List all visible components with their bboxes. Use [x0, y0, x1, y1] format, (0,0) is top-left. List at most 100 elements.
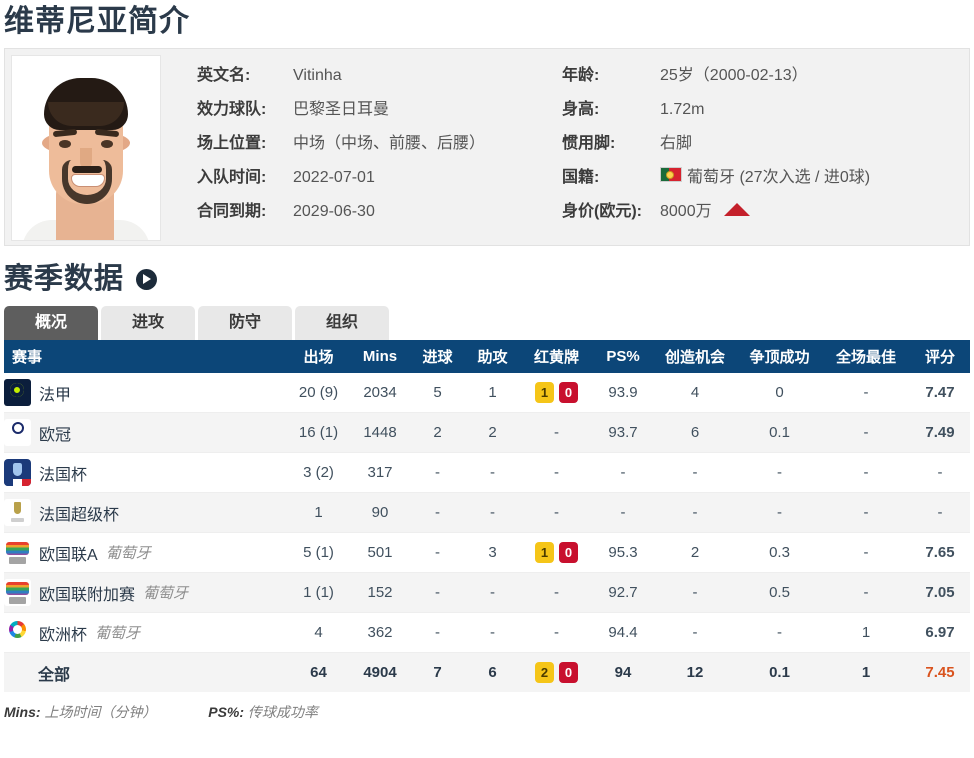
stats-tabs[interactable]: 概况 进攻 防守 组织	[0, 306, 974, 340]
label-position: 场上位置:	[197, 135, 267, 152]
profile-info: 英文名: Vitinha 效力球队: 巴黎圣日耳曼 场上位置: 中场（中场、前腰…	[169, 49, 969, 231]
cell-goals: -	[410, 572, 465, 613]
cell-apps: 1 (1)	[287, 572, 350, 613]
cell-pass-success: 95.3	[593, 532, 653, 573]
cell-assists: 6	[465, 652, 520, 692]
cell-man-of-match: 1	[822, 612, 910, 653]
cell-man-of-match: -	[822, 412, 910, 453]
cell-rating: 6.97	[910, 612, 970, 653]
competition-name[interactable]: 法国超级杯	[39, 506, 120, 524]
tab-organization[interactable]: 组织	[295, 306, 389, 340]
footnote-mins-desc: 上场时间（分钟）	[44, 704, 157, 720]
footnote-mins-key: Mins:	[4, 704, 41, 720]
cell-man-of-match: -	[822, 373, 910, 413]
badge-ucl-icon	[4, 419, 31, 446]
header-rating[interactable]: 评分	[910, 340, 970, 373]
badge-euro-icon	[4, 619, 31, 646]
portrait-graphic	[12, 56, 160, 240]
header-pass-success[interactable]: PS%	[593, 340, 653, 373]
cell-aerials-won: 0.5	[737, 572, 822, 613]
cell-chances-created: 2	[653, 532, 737, 573]
cell-chances-created: 4	[653, 373, 737, 413]
cell-aerials-won: 0.3	[737, 532, 822, 573]
cell-mins: 362	[350, 612, 410, 653]
cell-goals: 7	[410, 652, 465, 692]
cell-mins: 501	[350, 532, 410, 573]
header-aerials-won[interactable]: 争顶成功	[737, 340, 822, 373]
cell-goals: -	[410, 612, 465, 653]
header-apps[interactable]: 出场	[287, 340, 350, 373]
label-joined: 入队时间:	[197, 169, 267, 186]
header-chances-created[interactable]: 创造机会	[653, 340, 737, 373]
competition-name[interactable]: 法国杯	[39, 466, 88, 484]
cell-aerials-won: -	[737, 492, 822, 533]
value-club: 巴黎圣日耳曼	[293, 101, 390, 118]
label-height: 身高:	[562, 101, 600, 118]
competition-name[interactable]: 欧洲杯	[39, 626, 88, 644]
profile-row-age: 年龄: 25岁（2000-02-13）	[562, 61, 969, 95]
competition-name[interactable]: 欧国联A	[39, 546, 98, 564]
header-mins[interactable]: Mins	[350, 340, 410, 373]
header-man-of-match[interactable]: 全场最佳	[822, 340, 910, 373]
profile-row-club: 效力球队: 巴黎圣日耳曼	[197, 95, 552, 129]
tab-defense[interactable]: 防守	[198, 306, 292, 340]
cell-assists: 1	[465, 373, 520, 413]
label-nationality: 国籍:	[562, 169, 600, 186]
competition-name[interactable]: 欧冠	[39, 426, 72, 444]
cell-apps: 20 (9)	[287, 373, 350, 413]
profile-row-nationality: 国籍: 葡萄牙 (27次入选 / 进0球)	[562, 163, 969, 197]
arrow-right-circle-icon[interactable]	[136, 268, 158, 290]
table-row: 法国杯 3 (2) 317- - - - - - - -	[4, 452, 970, 493]
cell-rating: 7.47	[910, 373, 970, 413]
cell-apps: 3 (2)	[287, 452, 350, 493]
cell-chances-created: -	[653, 612, 737, 653]
cell-chances-created: 12	[653, 652, 737, 692]
label-contract-expiry: 合同到期:	[197, 203, 267, 220]
label-club: 效力球队:	[197, 101, 267, 118]
header-goals[interactable]: 进球	[410, 340, 465, 373]
competition-name[interactable]: 法甲	[39, 386, 72, 404]
table-row: 法国超级杯 1 90- - - - - - - -	[4, 492, 970, 533]
cell-pass-success: 94	[593, 652, 653, 692]
cell-apps: 5 (1)	[287, 532, 350, 573]
cell-competition: 欧冠	[4, 412, 287, 453]
tab-attack[interactable]: 进攻	[101, 306, 195, 340]
header-cards[interactable]: 红黄牌	[520, 340, 593, 373]
season-data-header: 赛季数据	[0, 246, 974, 302]
cell-rating: 7.65	[910, 532, 970, 573]
cell-pass-success: 92.7	[593, 572, 653, 613]
cell-mins: 90	[350, 492, 410, 533]
profile-row-height: 身高: 1.72m	[562, 95, 969, 129]
section-title: 赛季数据	[4, 263, 125, 295]
cell-aerials-won: 0.1	[737, 652, 822, 692]
cell-goals: -	[410, 492, 465, 533]
table-body: 法甲 20 (9) 2034 5 1 1 0 93.9 4 0-7.47 欧冠 16 (1) 1448 2…	[4, 373, 970, 692]
cell-cards: -	[520, 412, 593, 453]
cell-cards: -	[520, 572, 593, 613]
competition-name: 全部	[38, 666, 71, 684]
cell-chances-created: -	[653, 572, 737, 613]
cell-competition: 欧洲杯 葡萄牙	[4, 612, 287, 653]
cell-rating: 7.49	[910, 412, 970, 453]
cell-competition: 欧国联A 葡萄牙	[4, 532, 287, 573]
player-photo	[11, 55, 161, 241]
table-row: 法甲 20 (9) 2034 5 1 1 0 93.9 4 0-7.47	[4, 373, 970, 413]
badge-unl-icon	[4, 579, 31, 606]
cell-mins: 2034	[350, 373, 410, 413]
tab-overview[interactable]: 概况	[4, 306, 98, 340]
competition-name[interactable]: 欧国联附加赛	[39, 586, 136, 604]
cell-assists: -	[465, 492, 520, 533]
portugal-flag-icon	[660, 167, 682, 182]
player-profile-card: 英文名: Vitinha 效力球队: 巴黎圣日耳曼 场上位置: 中场（中场、前腰…	[4, 48, 970, 246]
red-card-badge: 0	[559, 542, 578, 563]
header-competition[interactable]: 赛事	[4, 340, 287, 373]
label-preferred-foot: 惯用脚:	[562, 135, 616, 152]
cell-aerials-won: -	[737, 452, 822, 493]
label-market-value: 身价(欧元):	[562, 203, 642, 220]
cell-man-of-match: -	[822, 532, 910, 573]
yellow-card-badge: 2	[535, 662, 554, 683]
cell-rating: -	[910, 452, 970, 493]
header-assists[interactable]: 助攻	[465, 340, 520, 373]
cell-mins: 4904	[350, 652, 410, 692]
value-age: 25岁（2000-02-13）	[660, 67, 808, 84]
